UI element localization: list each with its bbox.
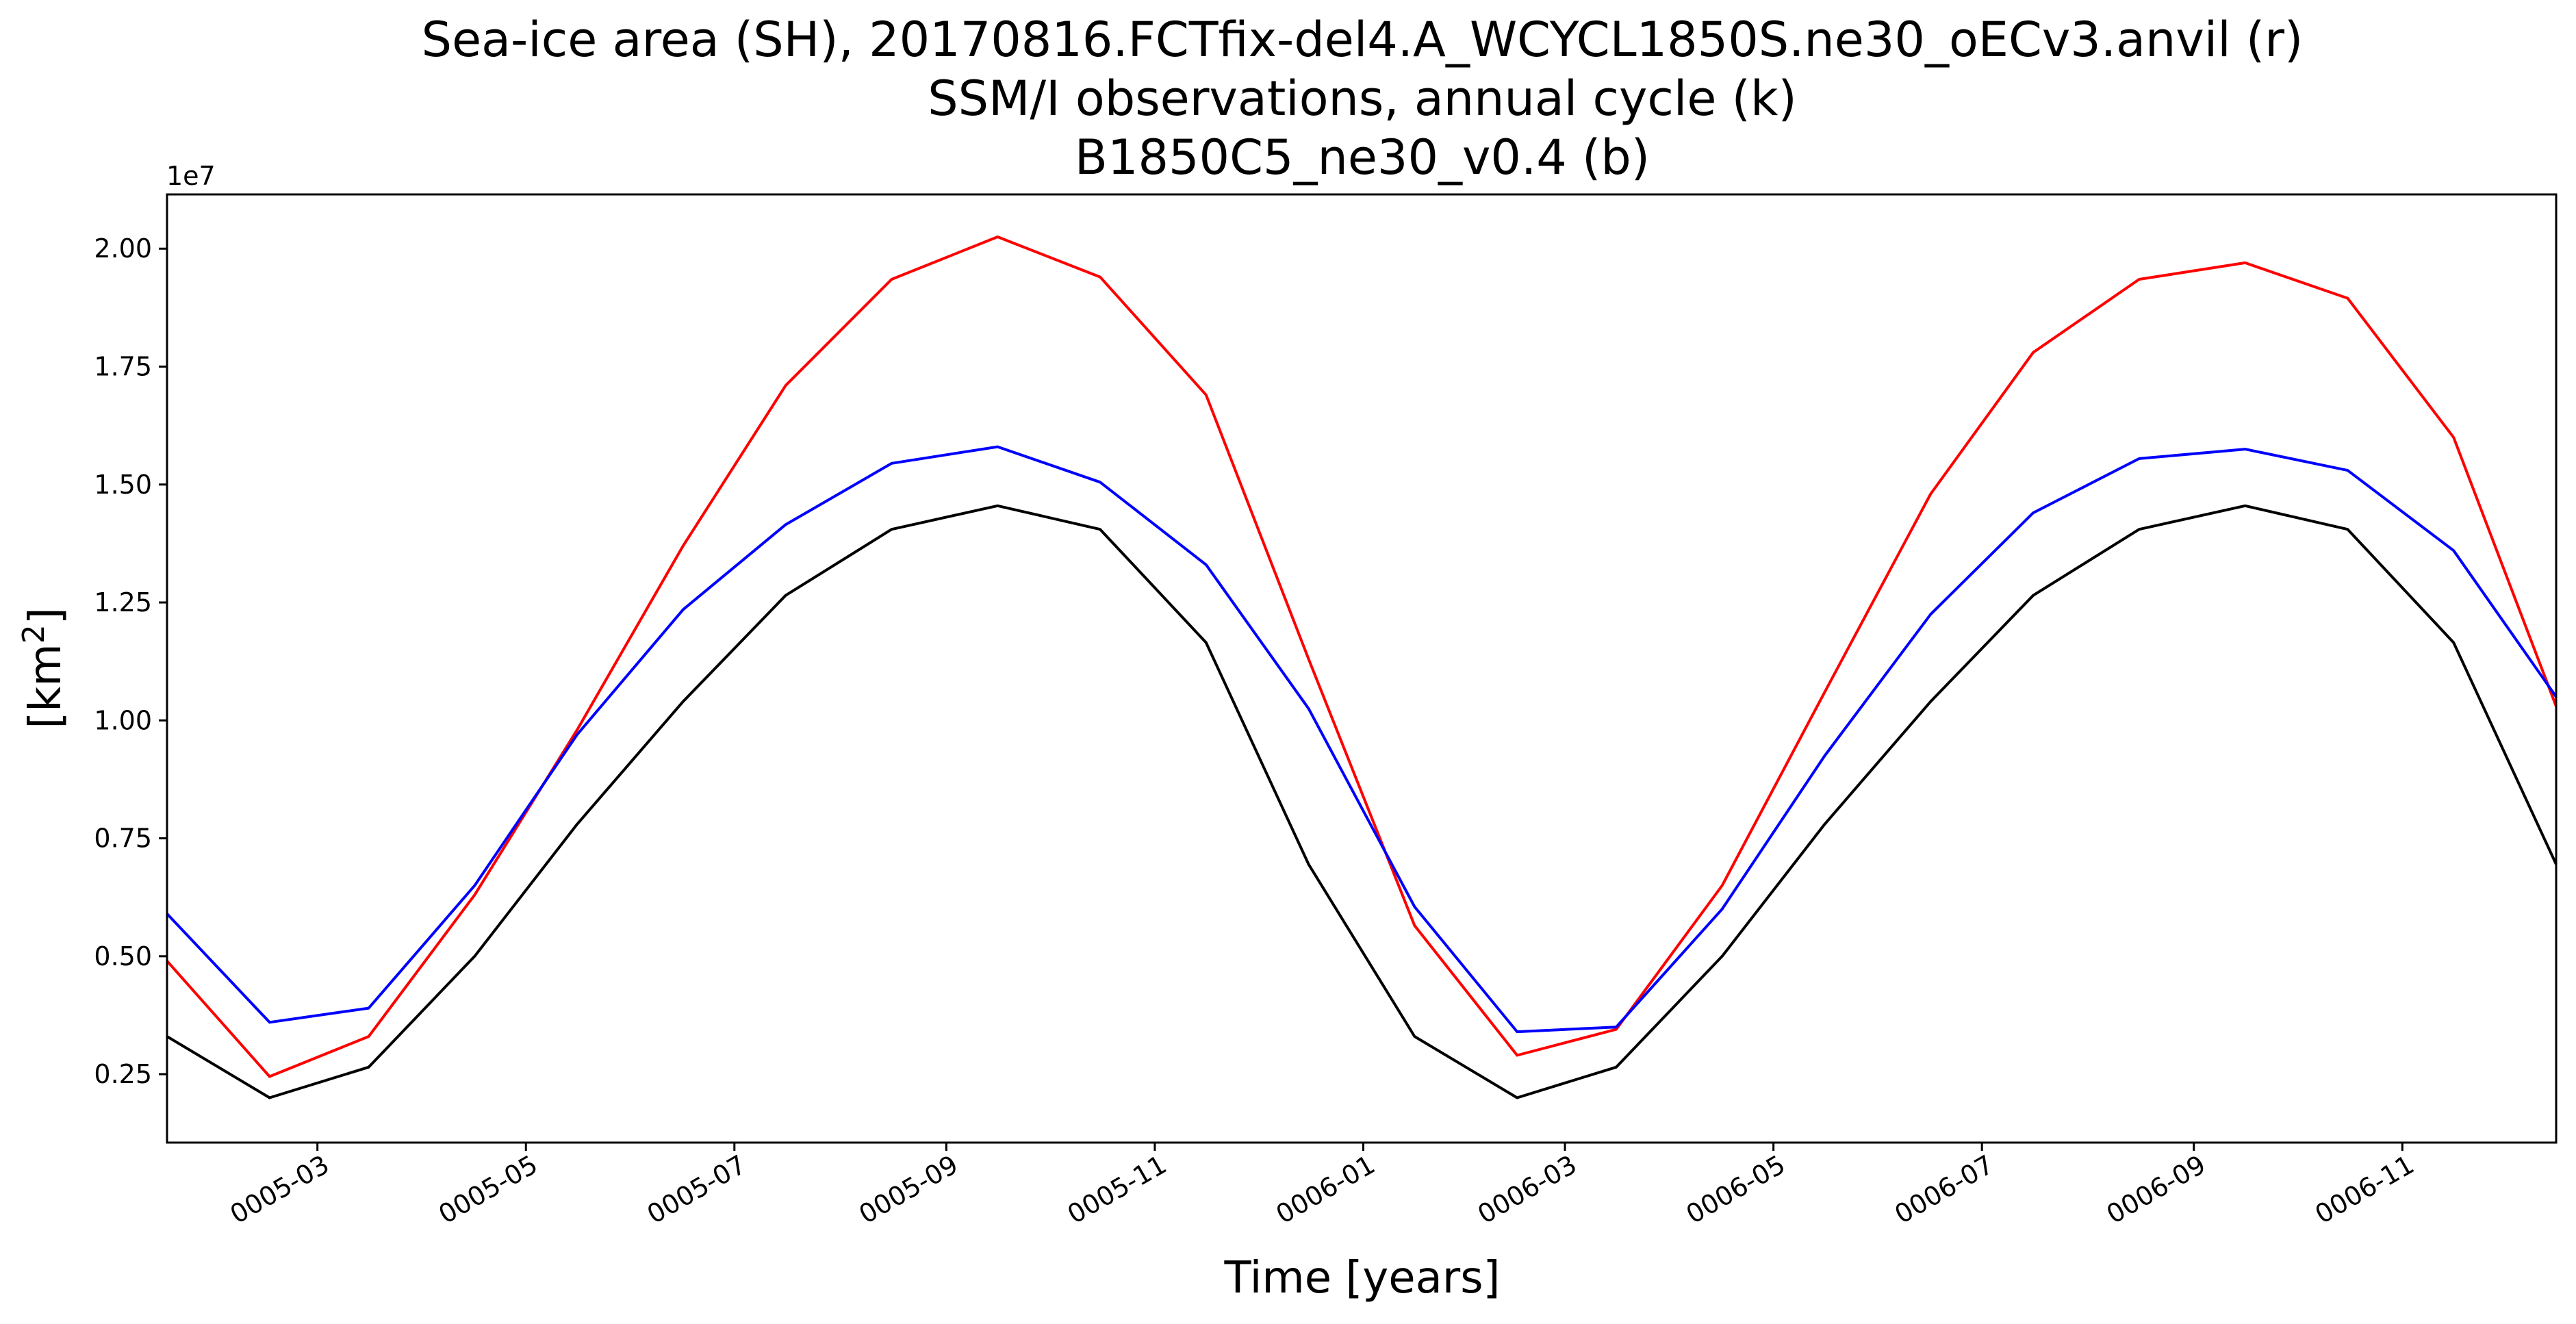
y-axis-offset-label: 1e7 [166,161,216,191]
plot-frame [166,193,2558,1144]
x-tick-label: 0006-03 [1472,1149,1582,1230]
x-axis-label: Time [years] [1223,1253,1500,1303]
x-tick-label: 0006-09 [2102,1149,2211,1230]
x-tick-label: 0006-11 [2310,1149,2419,1230]
y-axis-ticks: 0.25 0.50 0.75 1.00 1.25 1.50 1.75 2.00 [94,233,167,1089]
plot-series [166,235,2558,1099]
y-tick-label: 1.75 [94,352,152,382]
chart-title-line-1: Sea-ice area (SH), 20170816.FCTfix-del4.… [422,12,2304,68]
chart-title-line-3: B1850C5_ne30_v0.4 (b) [1075,129,1650,186]
x-tick-label: 0005-07 [642,1149,752,1230]
y-tick-label: 2.00 [94,233,152,264]
y-axis-label: [km2] [16,607,71,728]
x-tick-label: 0005-09 [854,1149,963,1230]
x-tick-label: 0005-11 [1062,1149,1172,1230]
y-tick-label: 1.50 [94,470,152,500]
y-tick-label: 0.75 [94,824,152,854]
series-line-2 [166,445,2558,1034]
x-axis-ticks: 0005-03 0005-05 0005-07 0005-09 0005-11 0006-… [225,1143,2419,1230]
x-tick-label: 0005-05 [433,1149,543,1230]
x-tick-label: 0006-01 [1271,1149,1380,1230]
x-tick-label: 0006-05 [1681,1149,1791,1230]
y-tick-label: 1.00 [94,705,152,735]
y-tick-label: 0.50 [94,941,152,971]
series-line-3 [166,504,2558,1099]
y-axis-label-superscript: 2 [16,624,51,644]
y-axis-label-base: [km [21,644,71,728]
y-tick-label: 1.25 [94,587,152,618]
x-tick-label: 0006-07 [1889,1149,1999,1230]
x-tick-label: 0005-03 [225,1149,335,1230]
y-tick-label: 0.25 [94,1059,152,1089]
chart-title-line-2: SSM/I observations, annual cycle (k) [928,71,1797,127]
y-axis-label-end: ] [21,607,71,624]
